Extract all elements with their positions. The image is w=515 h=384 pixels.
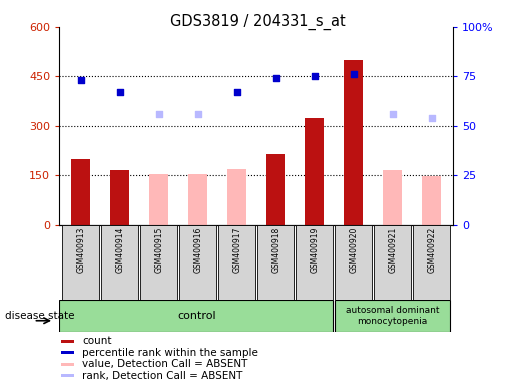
Bar: [61, 363, 74, 366]
Text: GSM400913: GSM400913: [76, 227, 85, 273]
Bar: [305, 118, 324, 225]
Bar: [296, 225, 333, 300]
Text: count: count: [82, 336, 112, 346]
Bar: [335, 300, 451, 332]
Text: GSM400922: GSM400922: [427, 227, 436, 273]
Bar: [383, 170, 403, 225]
Bar: [179, 225, 216, 300]
Bar: [62, 225, 99, 300]
Text: GSM400919: GSM400919: [310, 227, 319, 273]
Bar: [344, 60, 364, 225]
Text: GSM400917: GSM400917: [232, 227, 241, 273]
Bar: [266, 154, 285, 225]
Bar: [422, 176, 441, 225]
Bar: [61, 340, 74, 343]
Text: GSM400915: GSM400915: [154, 227, 163, 273]
Bar: [140, 225, 177, 300]
Text: percentile rank within the sample: percentile rank within the sample: [82, 348, 259, 358]
Bar: [335, 225, 372, 300]
Point: [311, 73, 319, 79]
Point: [194, 111, 202, 117]
Bar: [61, 351, 74, 354]
Point: [271, 75, 280, 81]
Text: rank, Detection Call = ABSENT: rank, Detection Call = ABSENT: [82, 371, 243, 381]
Point: [115, 89, 124, 95]
Text: autosomal dominant
monocytopenia: autosomal dominant monocytopenia: [346, 306, 439, 326]
Point: [389, 111, 397, 117]
Point: [233, 89, 241, 95]
Bar: [149, 174, 168, 225]
Text: value, Detection Call = ABSENT: value, Detection Call = ABSENT: [82, 359, 248, 369]
Text: GSM400920: GSM400920: [349, 227, 358, 273]
Text: GSM400914: GSM400914: [115, 227, 124, 273]
Point: [77, 77, 85, 83]
Bar: [110, 170, 129, 225]
Bar: [218, 225, 255, 300]
Bar: [61, 374, 74, 377]
Point: [350, 71, 358, 78]
Bar: [374, 225, 411, 300]
Bar: [257, 225, 295, 300]
Text: GSM400918: GSM400918: [271, 227, 280, 273]
Point: [427, 115, 436, 121]
Text: GSM400921: GSM400921: [388, 227, 397, 273]
Text: GSM400916: GSM400916: [193, 227, 202, 273]
Point: [154, 111, 163, 117]
Bar: [101, 225, 139, 300]
Bar: [413, 225, 451, 300]
Text: control: control: [177, 311, 216, 321]
Text: GDS3819 / 204331_s_at: GDS3819 / 204331_s_at: [169, 13, 346, 30]
Bar: [71, 159, 91, 225]
Bar: [227, 169, 247, 225]
Text: disease state: disease state: [5, 311, 75, 321]
Bar: [188, 174, 208, 225]
Bar: [59, 300, 333, 332]
